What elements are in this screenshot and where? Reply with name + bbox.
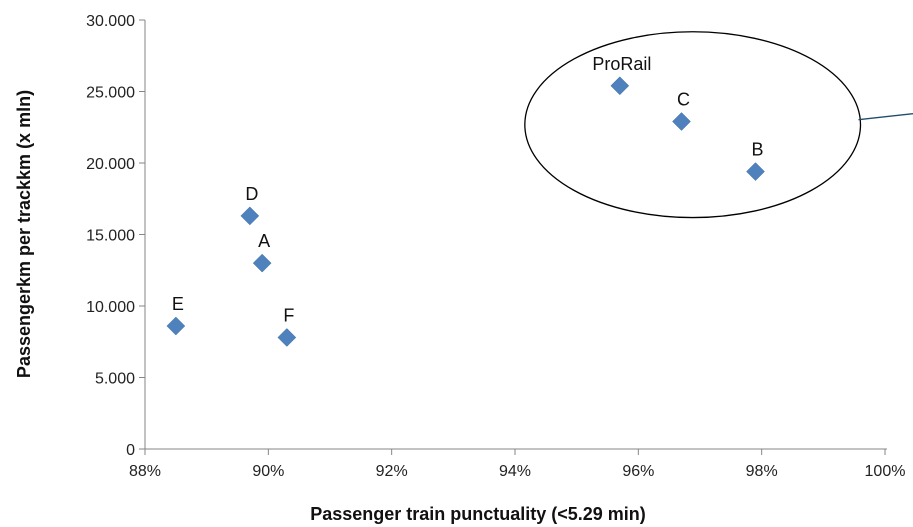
x-tick-label: 100%: [865, 463, 906, 480]
x-tick-label: 92%: [376, 463, 408, 480]
tick-labels: 0 5.000 10.000 15.000 20.000 25.000 30.000 88% 9…: [86, 13, 905, 480]
highlight-ellipse: [524, 31, 862, 219]
data-point: [166, 316, 186, 336]
data-point: [240, 206, 260, 226]
data-point: [277, 328, 297, 347]
y-tick-label: 25.000: [86, 85, 135, 102]
point-label: ProRail: [592, 54, 651, 74]
data-point: [252, 253, 272, 273]
y-tick-label: 30.000: [86, 13, 135, 30]
axes: [139, 19, 887, 455]
y-tick-label: 5.000: [95, 371, 135, 388]
point-label: C: [677, 90, 690, 110]
point-label: A: [258, 231, 270, 251]
point-label: E: [172, 294, 184, 314]
x-tick-label: 88%: [129, 463, 161, 480]
x-tick-label: 98%: [746, 463, 778, 480]
x-axis-title: Passenger train punctuality (<5.29 min): [310, 504, 646, 524]
x-tick-label: 94%: [499, 463, 531, 480]
y-axis-title: Passengerkm per trackkm (x mln): [14, 90, 34, 378]
data-point: [746, 162, 765, 181]
x-tick-label: 90%: [252, 463, 284, 480]
data-point: [610, 76, 630, 96]
data-point: [672, 112, 691, 131]
data-points: ProRail C B D A E F: [166, 54, 765, 347]
y-tick-label: 15.000: [86, 228, 135, 245]
point-label: B: [751, 140, 763, 160]
annotations: [524, 31, 913, 219]
y-tick-label: 20.000: [86, 156, 135, 173]
x-tick-label: 96%: [622, 463, 654, 480]
y-tick-label: 0: [126, 442, 135, 459]
point-label: F: [283, 305, 294, 325]
point-label: D: [245, 184, 258, 204]
y-tick-label: 10.000: [86, 299, 135, 316]
callout-line: [858, 113, 913, 121]
